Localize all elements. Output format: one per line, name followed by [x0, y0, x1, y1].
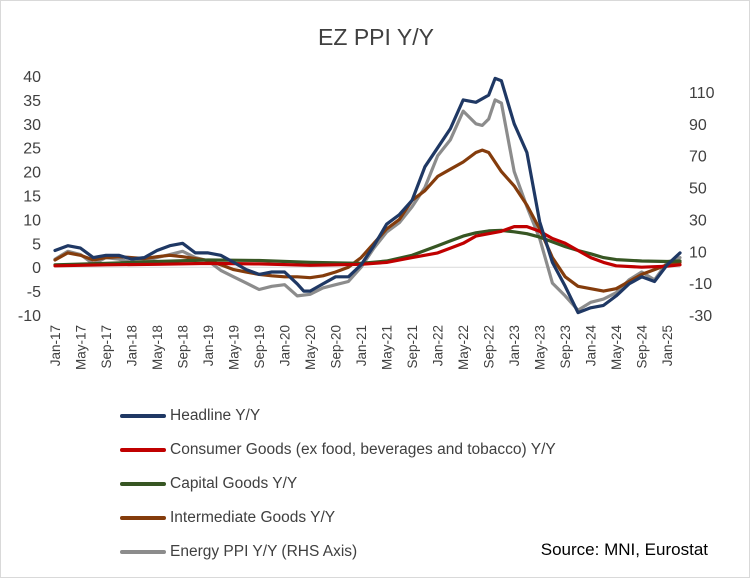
left-tick-label: 5 [32, 236, 41, 253]
right-tick-label: -30 [689, 308, 712, 325]
left-tick-label: -5 [27, 284, 41, 301]
x-tick-label: Jan-25 [660, 325, 675, 366]
x-tick-label: Jan-20 [278, 325, 293, 366]
x-tick-label: May-20 [303, 325, 318, 370]
x-tick-label: Jan-24 [584, 325, 599, 367]
legend-label-headline: Headline Y/Y [170, 407, 261, 424]
left-tick-label: 25 [23, 141, 41, 158]
x-tick-label: Sep-18 [176, 325, 191, 369]
x-tick-label: Sep-20 [329, 325, 344, 369]
right-y-axis: 110 90 70 50 30 10 -10 -30 [689, 85, 715, 325]
source-note: Source: MNI, Eurostat [540, 540, 708, 559]
legend-swatch-intermediate-goods [120, 516, 166, 520]
x-tick-label: May-23 [533, 325, 548, 370]
legend-swatch-consumer-goods [120, 448, 166, 452]
legend-swatch-headline [120, 414, 166, 418]
x-tick-label: Sep-19 [252, 325, 267, 369]
left-tick-label: -10 [18, 308, 41, 325]
x-tick-label: Jan-21 [354, 325, 369, 366]
x-tick-label: Jan-19 [201, 325, 216, 366]
x-tick-label: Jan-18 [125, 325, 140, 366]
left-tick-label: 35 [23, 93, 41, 110]
right-tick-label: 50 [689, 181, 707, 198]
x-tick-label: May-24 [609, 325, 624, 371]
series-line-intermediate-goods [53, 148, 682, 293]
series-line-energy-ppi [53, 98, 682, 312]
chart-title: EZ PPI Y/Y [318, 24, 434, 50]
x-tick-label: Sep-22 [482, 325, 497, 369]
right-tick-label: 10 [689, 244, 707, 261]
series-line-headline [53, 76, 682, 315]
x-tick-label: May-22 [456, 325, 471, 370]
left-tick-label: 0 [32, 260, 41, 277]
series-line-consumer-goods [53, 225, 682, 269]
left-tick-label: 10 [23, 212, 41, 229]
left-tick-label: 30 [23, 117, 41, 134]
series-lines [53, 76, 682, 315]
x-tick-label: Jan-17 [48, 325, 63, 366]
left-y-axis: 40 35 30 25 20 15 10 5 0 -5 -10 [18, 69, 41, 325]
x-axis: Jan-17 May-17 Sep-17 Jan-18 May-18 Sep-18 Jan-… [48, 325, 675, 371]
x-tick-label: Sep-17 [99, 325, 114, 369]
x-tick-label: May-18 [150, 325, 165, 370]
right-tick-label: 30 [689, 212, 707, 229]
x-tick-label: May-21 [380, 325, 395, 370]
x-tick-label: May-17 [74, 325, 89, 370]
legend-label-energy-ppi: Energy PPI Y/Y (RHS Axis) [170, 543, 358, 560]
legend-swatch-energy-ppi [120, 550, 166, 554]
right-tick-label: -10 [689, 276, 712, 293]
left-tick-label: 40 [23, 69, 41, 86]
left-tick-label: 20 [23, 165, 41, 182]
legend-swatch-capital-goods [120, 482, 166, 486]
right-tick-label: 110 [689, 85, 715, 102]
legend-label-capital-goods: Capital Goods Y/Y [170, 475, 298, 492]
legend-label-intermediate-goods: Intermediate Goods Y/Y [170, 509, 336, 526]
x-tick-label: Jan-22 [431, 325, 446, 366]
x-tick-label: Sep-23 [558, 325, 573, 369]
x-tick-label: Sep-21 [405, 325, 420, 369]
x-tick-label: May-19 [227, 325, 242, 370]
left-tick-label: 15 [23, 189, 41, 206]
legend-label-consumer-goods: Consumer Goods (ex food, beverages and t… [170, 441, 556, 458]
right-tick-label: 90 [689, 117, 707, 134]
series-line-capital-goods [53, 228, 682, 267]
right-tick-label: 70 [689, 149, 707, 166]
x-tick-label: Jan-23 [507, 325, 522, 366]
x-tick-label: Sep-24 [635, 325, 650, 369]
